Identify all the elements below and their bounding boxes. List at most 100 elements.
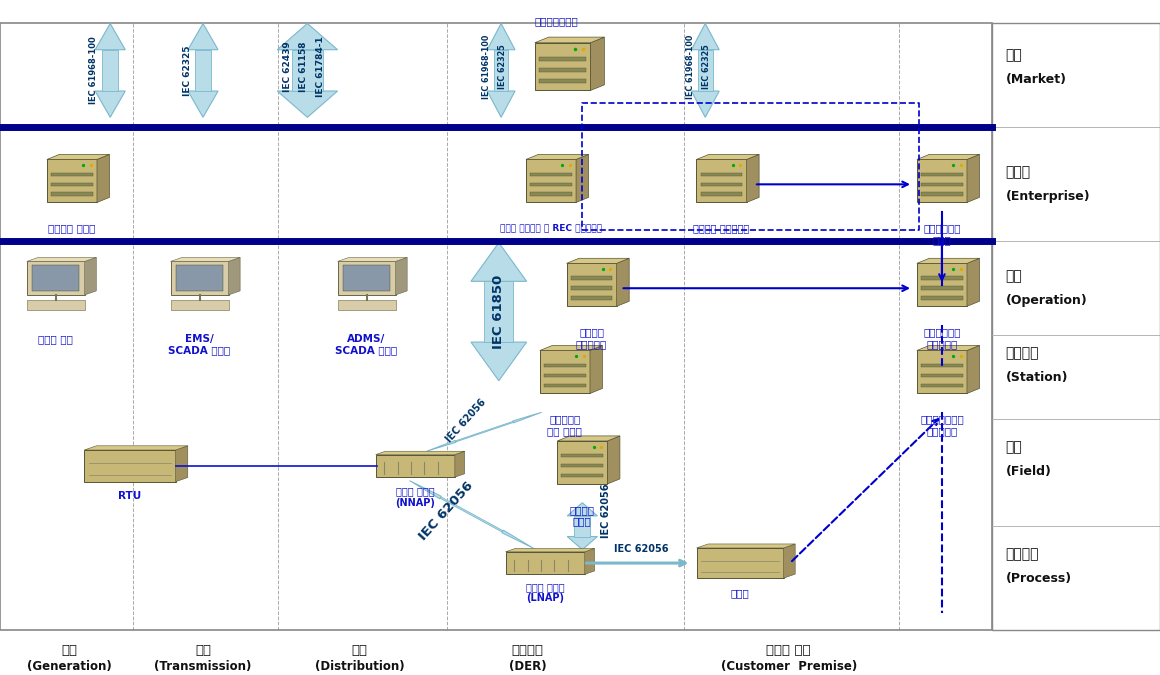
Text: (DER): (DER) [509, 659, 546, 672]
Text: 전력자원보유
관리시스템: 전력자원보유 관리시스템 [923, 327, 960, 349]
Polygon shape [535, 43, 590, 90]
Polygon shape [277, 24, 338, 50]
Bar [485, 281, 513, 342]
Polygon shape [590, 346, 602, 394]
Text: IEC 62056: IEC 62056 [444, 398, 488, 445]
Text: (Customer  Premise): (Customer Premise) [720, 659, 857, 672]
Text: IEC 61968-100: IEC 61968-100 [686, 35, 695, 99]
Bar [539, 68, 586, 72]
Polygon shape [916, 263, 967, 306]
Polygon shape [557, 441, 608, 484]
Polygon shape [175, 446, 188, 482]
Polygon shape [567, 503, 597, 516]
Bar [51, 173, 93, 176]
Text: (Process): (Process) [1006, 572, 1072, 585]
Polygon shape [691, 24, 719, 50]
Polygon shape [506, 548, 595, 551]
Bar [27, 300, 85, 310]
Text: (Station): (Station) [1006, 371, 1068, 384]
Polygon shape [513, 412, 542, 423]
Text: 배전: 배전 [351, 643, 368, 657]
Bar [338, 300, 396, 310]
Polygon shape [376, 451, 465, 454]
Polygon shape [188, 91, 218, 117]
Polygon shape [27, 261, 85, 295]
Polygon shape [85, 446, 188, 450]
Bar [921, 364, 963, 367]
Text: 수요반응 거래시스템: 수요반응 거래시스템 [694, 223, 749, 234]
Polygon shape [539, 346, 602, 350]
Bar [539, 57, 586, 61]
Bar [102, 50, 118, 91]
Text: 전력거래시스템: 전력거래시스템 [535, 16, 579, 26]
Text: IEC 62325: IEC 62325 [498, 45, 507, 89]
Bar [0, 24, 992, 630]
Text: (Transmission): (Transmission) [154, 659, 252, 672]
Bar [921, 173, 963, 176]
Polygon shape [696, 548, 784, 578]
Polygon shape [585, 548, 595, 574]
Text: 분산자원: 분산자원 [512, 643, 544, 657]
Polygon shape [471, 242, 527, 281]
Text: 이웃망 접속점
(NNAP): 이웃망 접속점 (NNAP) [396, 486, 435, 508]
Bar [571, 296, 612, 300]
Polygon shape [557, 436, 619, 441]
Bar [32, 265, 79, 291]
Text: 시장: 시장 [1006, 48, 1022, 62]
Polygon shape [95, 24, 125, 50]
Polygon shape [188, 24, 218, 50]
Polygon shape [97, 155, 109, 202]
Text: ADMS/
SCADA 시스템: ADMS/ SCADA 시스템 [335, 334, 398, 356]
Bar [291, 50, 324, 91]
Bar [921, 373, 963, 377]
Text: (Generation): (Generation) [27, 659, 113, 672]
Bar [571, 286, 612, 290]
Text: 운영: 운영 [1006, 269, 1022, 283]
Text: (Field): (Field) [1006, 464, 1052, 478]
Bar [544, 373, 586, 377]
Text: IEC 61968-100: IEC 61968-100 [481, 35, 491, 99]
Polygon shape [471, 342, 527, 381]
Polygon shape [506, 551, 585, 574]
Bar [343, 265, 390, 291]
Polygon shape [171, 261, 229, 295]
Polygon shape [696, 155, 759, 159]
Polygon shape [916, 155, 979, 159]
Polygon shape [916, 259, 979, 263]
Polygon shape [566, 259, 629, 263]
Bar [921, 277, 963, 279]
Polygon shape [85, 450, 175, 482]
Polygon shape [46, 159, 97, 202]
Polygon shape [539, 350, 590, 394]
Text: 분산자원
관리시스템: 분산자원 관리시스템 [577, 327, 607, 349]
Bar [701, 182, 742, 186]
Text: 소규모 전력중개 및 REC 거래시스템: 소규모 전력중개 및 REC 거래시스템 [500, 223, 602, 232]
Polygon shape [456, 421, 513, 442]
Text: 고객자동입찰
시스템: 고객자동입찰 시스템 [923, 223, 960, 245]
Text: 스테이션: 스테이션 [1006, 346, 1039, 360]
Text: 발전: 발전 [61, 643, 78, 657]
Polygon shape [747, 155, 759, 202]
Polygon shape [916, 346, 979, 350]
Text: (Market): (Market) [1006, 73, 1067, 86]
Bar [561, 454, 603, 457]
Polygon shape [487, 24, 515, 50]
Text: 지역망 접속점
(LNAP): 지역망 접속점 (LNAP) [525, 582, 565, 603]
Polygon shape [338, 261, 396, 295]
Polygon shape [567, 537, 597, 549]
Text: IEC 62056: IEC 62056 [416, 479, 477, 543]
Bar [544, 364, 586, 367]
Bar [701, 173, 742, 176]
Polygon shape [784, 544, 796, 578]
Text: IEC 61784-1: IEC 61784-1 [316, 36, 325, 97]
Polygon shape [566, 263, 617, 306]
Text: EMS/
SCADA 시스템: EMS/ SCADA 시스템 [168, 334, 231, 356]
Polygon shape [590, 37, 604, 90]
Text: 계량데이터
수집 시스템: 계량데이터 수집 시스템 [548, 414, 582, 436]
Text: 소비자 구내: 소비자 구내 [767, 643, 811, 657]
Text: 송전: 송전 [195, 643, 211, 657]
Polygon shape [525, 159, 577, 202]
Bar [574, 516, 590, 537]
Polygon shape [525, 155, 588, 159]
Polygon shape [338, 257, 407, 261]
